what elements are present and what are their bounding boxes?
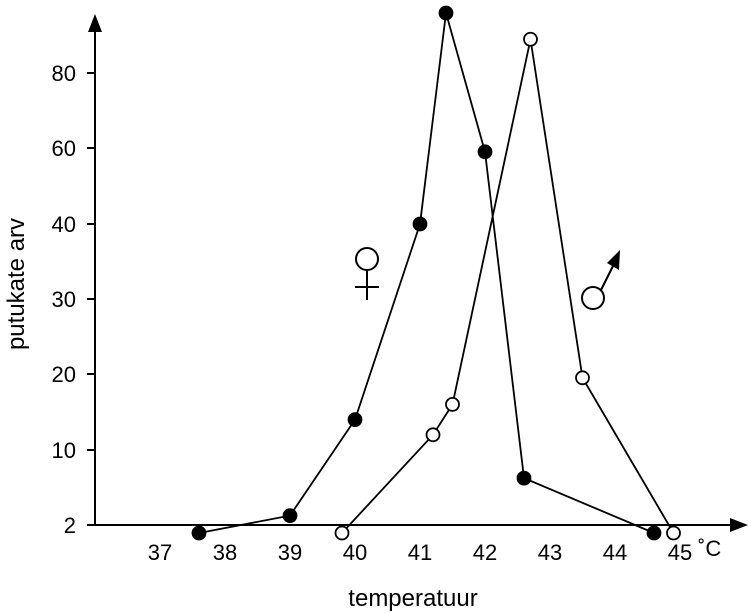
female-data-point [412,216,428,232]
x-tick-label: 41 [408,540,432,565]
x-axis-arrow [730,518,748,532]
male-data-point [523,31,538,47]
female-symbol [355,247,379,300]
male-data-point [334,525,350,541]
y-tick-label: 80 [52,61,76,86]
female-data-point [347,412,363,428]
male-series-line [341,39,675,534]
y-tick-label: 20 [52,362,76,387]
x-tick-label: 42 [473,540,497,565]
y-tick-label: 2 [64,513,76,538]
male-symbol [581,250,620,310]
x-unit-label: ˚C [698,536,721,561]
x-tick-label: 44 [603,540,627,565]
x-tick-label: 45 [668,540,692,565]
female-data-point [516,470,532,486]
x-axis-title: temperatuur [348,585,477,612]
y-tick-label: 40 [52,212,76,237]
y-tick-label: 10 [52,438,76,463]
y-axis-title: putukate arv [3,218,30,350]
female-data-point [282,508,298,524]
male-data-point [425,427,441,443]
female-data-point [191,525,207,541]
male-data-point [666,525,681,541]
x-tick-label: 43 [538,540,562,565]
y-tick-label: 60 [52,136,76,161]
female-data-point [477,144,493,160]
female-data-point [438,5,454,21]
x-tick-label: 40 [343,540,367,565]
female-data-point [646,525,662,541]
male-data-point [445,396,460,412]
male-data-point [575,370,590,386]
y-axis-arrow [88,14,102,32]
x-tick-label: 37 [148,540,172,565]
female-series-line [198,12,655,534]
x-tick-label: 38 [213,540,237,565]
y-tick-label: 30 [52,287,76,312]
x-tick-label: 39 [278,540,302,565]
